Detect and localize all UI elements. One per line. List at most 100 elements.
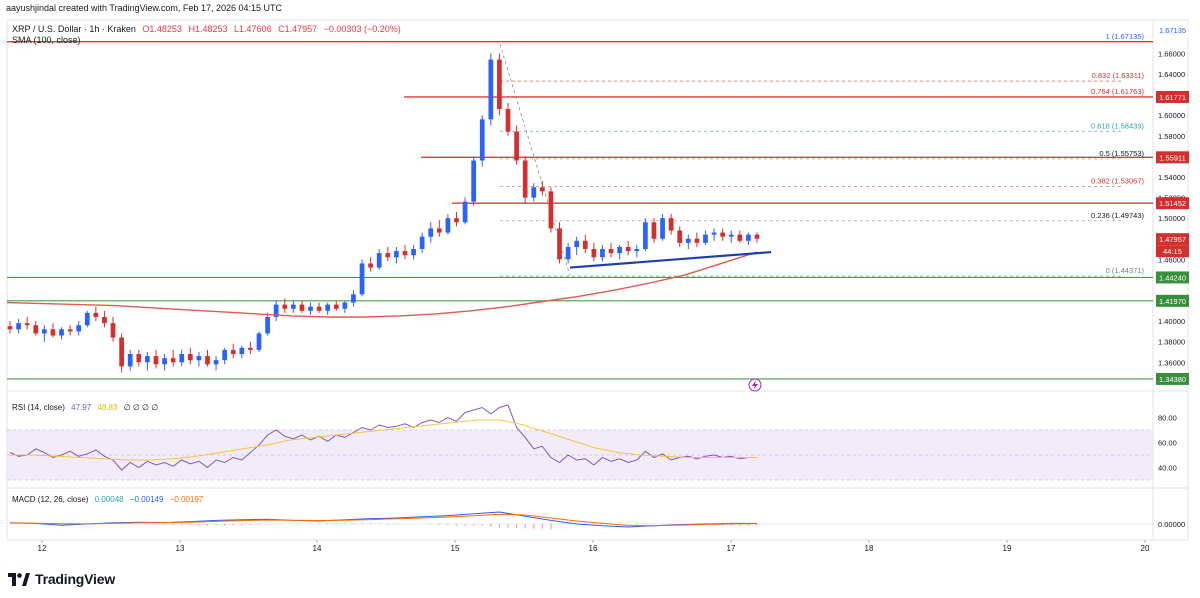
candle-body: [505, 109, 511, 132]
candle-body: [239, 347, 245, 355]
candle-body: [351, 294, 356, 303]
candle-body: [76, 325, 82, 332]
macd-signal-line: [9, 513, 758, 527]
candle-body: [454, 218, 459, 223]
price-level-pill: [1155, 23, 1190, 37]
price-level-pill: [1156, 197, 1189, 210]
fib-level-label: 0.5 (1.55753): [1099, 149, 1144, 158]
candle-body: [436, 228, 442, 233]
candle-body: [273, 304, 279, 317]
price-tick-label: 1.60000: [1158, 111, 1185, 120]
sma-line: [6, 251, 758, 318]
candle-body: [582, 240, 588, 250]
candle-body: [24, 323, 30, 326]
low-value: L1.47606: [234, 24, 272, 34]
fib-level-label: 0.618 (1.58439): [1091, 121, 1144, 130]
candle-body: [419, 236, 425, 250]
candle-body: [608, 249, 614, 254]
macd-legend[interactable]: MACD (12, 26, close) 0.00048 −0.00149 −0…: [12, 495, 207, 504]
candle-body: [248, 347, 253, 350]
candle-body: [145, 356, 150, 363]
candle-body: [110, 323, 116, 338]
brand-name: TradingView: [35, 571, 116, 587]
candle-body: [522, 160, 528, 198]
candle-body: [411, 249, 416, 256]
candle-body: [359, 263, 365, 295]
candle-body: [754, 234, 760, 239]
candle-body: [471, 160, 477, 202]
fib-level-label: 0 (1.44371): [1106, 266, 1145, 275]
high-value: H1.48253: [188, 24, 228, 34]
price-level-pill-label: 1.47957: [1159, 235, 1186, 244]
candle-body: [591, 249, 597, 258]
rsi-ma-value: 48.83: [97, 403, 118, 412]
candle-body: [299, 304, 305, 311]
candle-body: [50, 329, 56, 336]
fib-level-label: 0.832 (1.63311): [1092, 71, 1145, 80]
sma-legend[interactable]: SMA (100, close): [12, 35, 85, 45]
candle-body: [703, 234, 708, 243]
price-tick-label: 1.66000: [1158, 49, 1185, 58]
candle-body: [677, 230, 683, 243]
rsi-legend[interactable]: RSI (14, close) 47.97 48.83 ∅ ∅ ∅ ∅: [12, 403, 162, 412]
fib-level-label: 0.382 (1.53067): [1091, 177, 1144, 186]
price-level-pill-label: 1.34380: [1159, 375, 1186, 384]
time-tick-label: 15: [451, 544, 460, 553]
macd-line-value: −0.00149: [129, 495, 164, 504]
fib-trend-line: [499, 44, 571, 276]
candle-body: [67, 329, 73, 332]
macd-signal-value: −0.00197: [169, 495, 204, 504]
rsi-line: [9, 404, 757, 471]
price-tick-label: 1.38000: [1158, 338, 1185, 347]
candle-body: [213, 360, 219, 365]
price-level-pill: [1156, 245, 1189, 258]
candle-body: [625, 246, 631, 252]
candle-body: [531, 187, 537, 198]
rsi-ma-line: [10, 419, 757, 461]
macd-label: MACD (12, 26, close): [12, 495, 89, 504]
price-level-pill: [1156, 294, 1189, 307]
lightning-icon-glyph: [752, 380, 758, 390]
candle-body: [394, 251, 399, 258]
price-legend: XRP / U.S. Dollar · 1h · Kraken O1.48253…: [12, 24, 405, 34]
candle-body: [282, 304, 288, 309]
candle-body: [548, 191, 554, 229]
candle-body: [7, 326, 13, 330]
candle-body: [634, 249, 640, 252]
time-tick-label: 14: [313, 544, 322, 553]
candle-body: [368, 263, 373, 268]
candle-body: [290, 304, 296, 309]
candle-body: [402, 251, 408, 256]
candle-body: [514, 131, 519, 161]
price-tick-label: 1.54000: [1158, 173, 1185, 182]
candle-body: [119, 337, 124, 367]
candle-body: [685, 238, 691, 243]
candle-body: [539, 187, 545, 192]
candle-body: [445, 218, 451, 233]
candle-body: [84, 312, 90, 326]
rsi-tick-label: 60.00: [1158, 439, 1177, 448]
candle-body: [668, 218, 674, 231]
macd-hist-value: 0.00048: [94, 495, 124, 504]
candle-body: [93, 312, 99, 317]
price-level-pill: [1156, 372, 1189, 385]
fib-level-label: 0.236 (1.49743): [1091, 211, 1144, 220]
price-tick-label: 1.64000: [1158, 70, 1185, 79]
candle-body: [342, 302, 348, 309]
candle-body: [746, 234, 751, 241]
time-tick-label: 19: [1003, 544, 1012, 553]
price-level-pill-label: 1.61771: [1159, 93, 1186, 102]
rsi-value: 47.97: [71, 403, 92, 412]
price-level-pill: [1156, 151, 1189, 164]
time-tick-label: 12: [38, 544, 47, 553]
candle-body: [308, 306, 313, 311]
candle-body: [256, 333, 262, 350]
candle-body: [600, 249, 605, 258]
price-tick-label: 1.58000: [1158, 132, 1185, 141]
candle-body: [187, 354, 193, 361]
tradingview-logo[interactable]: TradingView: [8, 569, 115, 589]
candle-body: [230, 349, 236, 355]
fib-level-label: 1 (1.67135): [1106, 32, 1145, 41]
price-tick-label: 1.40000: [1158, 317, 1185, 326]
candle-body: [102, 316, 107, 324]
